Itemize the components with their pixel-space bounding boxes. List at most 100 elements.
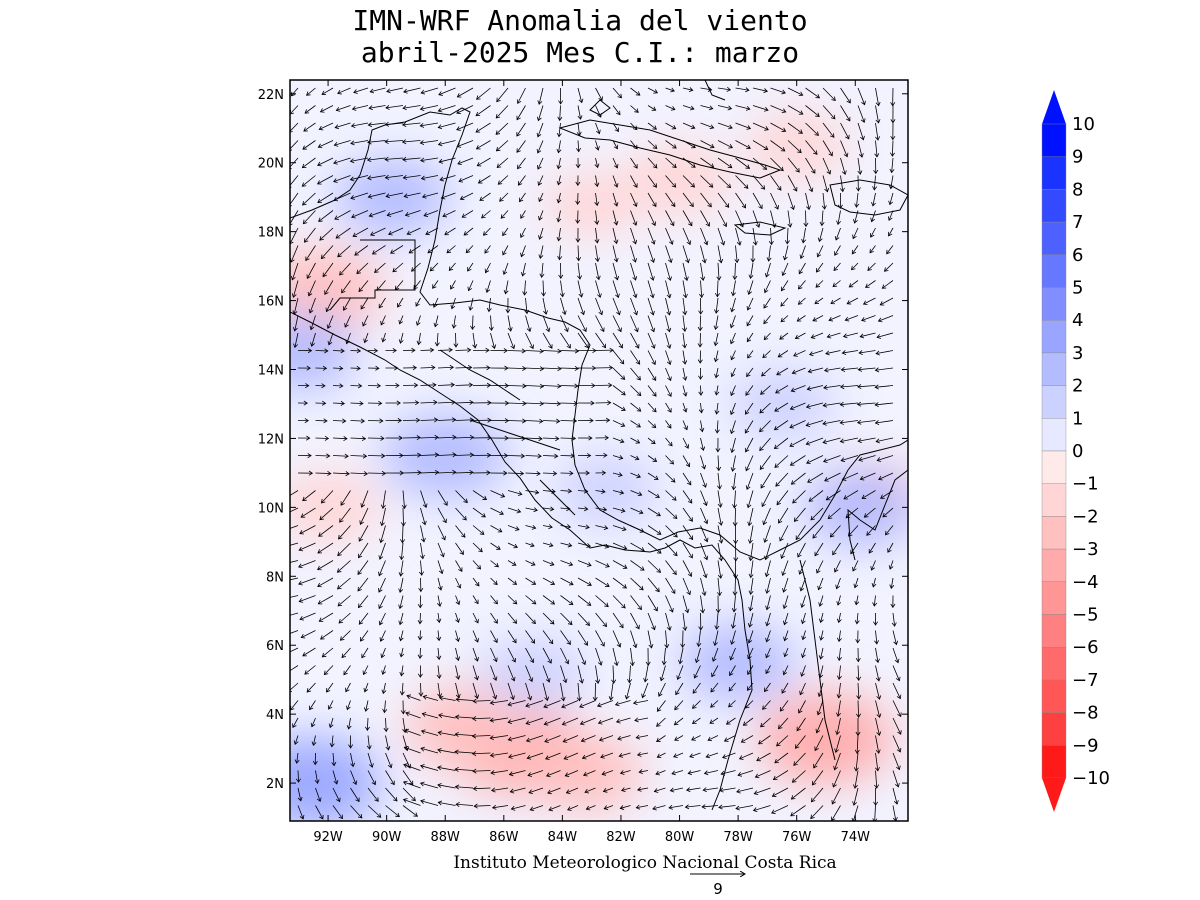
wind-vector-head [734, 258, 740, 264]
wind-vector-head [879, 301, 885, 306]
wind-vector-head [632, 293, 638, 299]
wind-vector [647, 507, 661, 517]
wind-vector [779, 332, 789, 340]
wind-vector [404, 192, 421, 197]
wind-vector-head [702, 483, 707, 488]
wind-vector [805, 175, 813, 192]
anomaly-region-15 [290, 312, 357, 393]
wind-vector-head [652, 125, 657, 130]
wind-vector-head [304, 418, 309, 424]
wind-vector [542, 367, 561, 370]
wind-vector-head [316, 180, 322, 185]
wind-vector [630, 87, 641, 96]
wind-vector [437, 507, 447, 523]
wind-vector-head [668, 240, 674, 245]
wind-vector [700, 122, 714, 129]
wind-vector [524, 280, 526, 295]
wind-vector-head [358, 287, 363, 293]
wind-vector [558, 122, 561, 137]
wind-vector-head [881, 284, 887, 289]
colorbar-level-label: 8 [1072, 179, 1083, 200]
wind-vector-head [635, 344, 640, 349]
wind-vector [542, 332, 553, 349]
wind-vector-head [376, 383, 382, 389]
wind-vector-head [691, 143, 696, 149]
wind-vector-head [385, 104, 390, 110]
wind-vector-head [789, 405, 795, 411]
wind-vector [612, 402, 626, 411]
wind-vector-head [463, 498, 468, 504]
colorbar-segment [1041, 221, 1067, 256]
wind-vector-head [339, 383, 344, 389]
wind-vector [700, 420, 703, 432]
wind-vector-head [417, 452, 422, 458]
wind-vector [484, 245, 491, 254]
wind-vector-head [403, 88, 408, 94]
wind-vector [542, 315, 550, 332]
wind-vector-head [874, 384, 879, 390]
wind-vector [841, 367, 859, 371]
wind-vector [369, 105, 386, 109]
wind-vector-head [538, 254, 544, 259]
wind-vector [507, 420, 526, 422]
wind-vector [356, 262, 369, 274]
wind-vector [525, 420, 543, 422]
wind-vector [787, 157, 800, 173]
wind-vector-head [335, 234, 341, 239]
wind-vector-head [456, 143, 462, 148]
wind-vector [612, 245, 618, 262]
wind-vector-head [683, 425, 688, 431]
wind-vector-head [302, 145, 307, 150]
wind-vector-head [476, 95, 481, 100]
wind-vector-head [617, 327, 622, 333]
wind-vector [647, 122, 657, 130]
wind-vector [700, 262, 704, 281]
wind-vector [867, 262, 876, 271]
wind-vector-head [439, 176, 445, 182]
wind-vector [525, 350, 544, 352]
wind-vector [774, 437, 789, 449]
wind-vector [525, 315, 531, 332]
wind-vector-head [887, 216, 893, 221]
wind-vector-head [561, 310, 567, 316]
wind-vector [822, 420, 841, 425]
colorbar-level-label: 1 [1072, 408, 1083, 429]
wind-vector-head [307, 291, 313, 297]
wind-vector [732, 280, 736, 296]
wind-vector-head [798, 129, 803, 134]
colorbar-segment [1041, 123, 1067, 157]
wind-vector-head [538, 197, 543, 203]
wind-vector-head [450, 382, 456, 388]
wind-vector-head [744, 428, 750, 434]
wind-vector-head [410, 267, 416, 272]
wind-vector [854, 210, 859, 224]
wind-vector-head [615, 293, 620, 299]
wind-vector [310, 315, 316, 330]
wind-vector [733, 472, 736, 490]
wind-vector-head [729, 339, 735, 345]
wind-vector [392, 262, 404, 273]
wind-vector-head [707, 86, 713, 92]
wind-vector-head [888, 200, 894, 206]
wind-vector [437, 349, 453, 351]
wind-vector-head [349, 176, 355, 182]
wind-vector [332, 402, 345, 404]
wind-vector-head [807, 478, 812, 483]
wind-vector [321, 87, 334, 95]
wind-vector-head [481, 513, 486, 518]
wind-vector [292, 280, 299, 298]
wind-vector-head [830, 114, 836, 120]
wind-vector-head [666, 360, 672, 366]
wind-vector-head [778, 519, 783, 524]
wind-vector-head [360, 503, 366, 508]
wind-vector [557, 192, 561, 203]
wind-vector [665, 140, 677, 149]
wind-vector [840, 140, 848, 157]
wind-vector-head [833, 266, 838, 272]
wind-vector [802, 227, 806, 243]
wind-vector-head [556, 148, 562, 154]
wind-vector [775, 472, 789, 487]
colorbar-segment [1041, 647, 1067, 681]
wind-vector [595, 332, 606, 348]
wind-vector-head [319, 108, 325, 113]
